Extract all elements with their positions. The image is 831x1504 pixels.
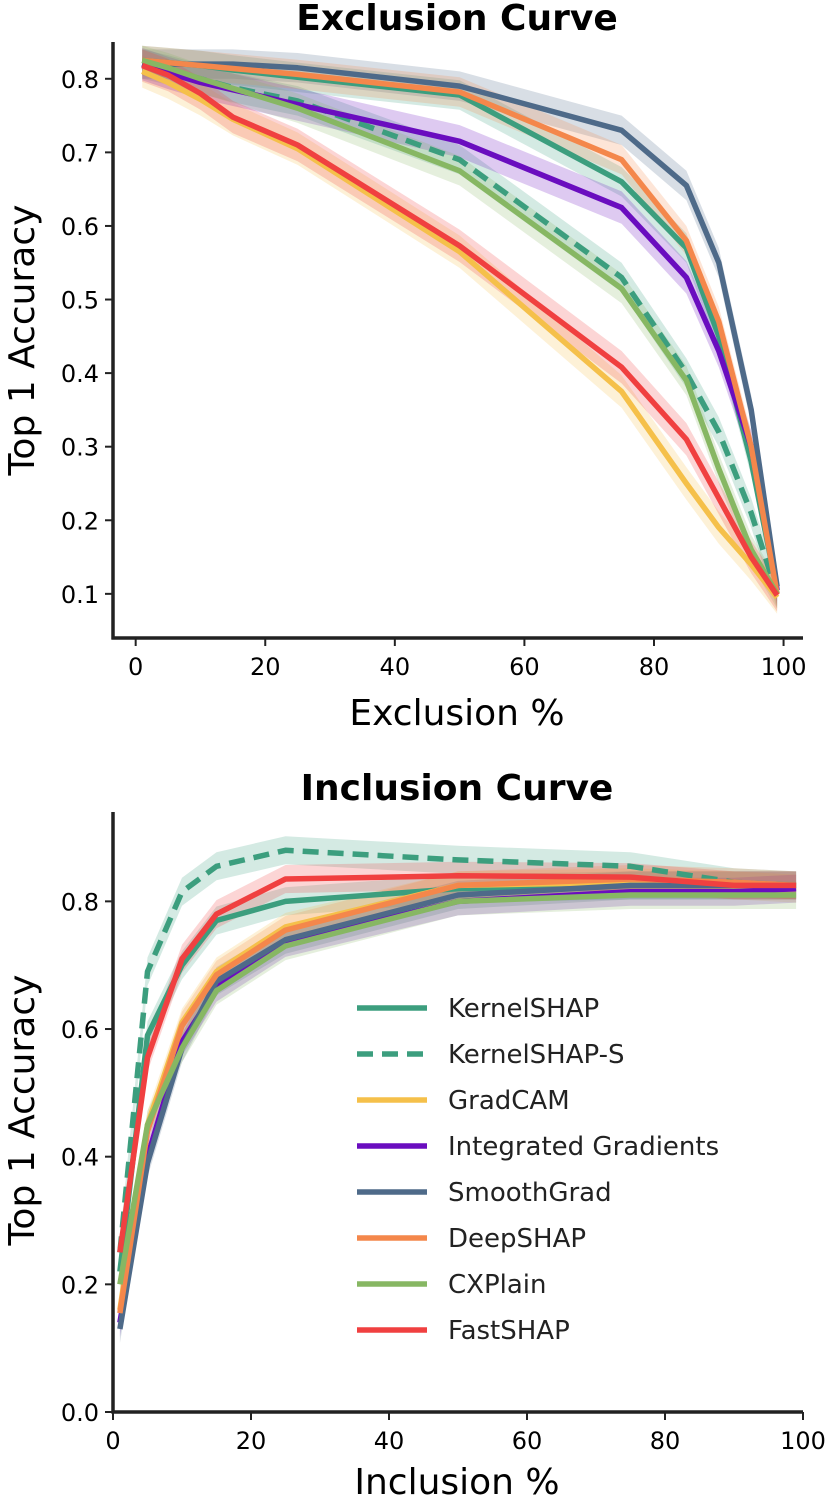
inclusion-line-kernelshap (117, 882, 797, 1272)
exclusion-y-tick-label: 0.3 (61, 434, 99, 462)
inclusion-line-smoothgrad (117, 882, 797, 1330)
exclusion-y-tick-label: 0.1 (61, 581, 99, 609)
exclusion-band-gradcam (142, 55, 778, 614)
inclusion-x-axis-label: Inclusion % (354, 1462, 559, 1503)
inclusion-x-tick-label: 20 (236, 1427, 267, 1455)
exclusion-y-axis-label: Top 1 Accuracy (2, 205, 43, 477)
inclusion-y-tick-label: 0.2 (61, 1271, 99, 1299)
inclusion-y-tick-label: 0.0 (61, 1399, 99, 1427)
inclusion-y-tick-label: 0.8 (61, 888, 99, 916)
legend-label-gradcam: GradCAM (448, 1086, 570, 1116)
legend-label-smoothgrad: SmoothGrad (448, 1178, 612, 1208)
exclusion-chart-title: Exclusion Curve (296, 0, 617, 39)
inclusion-x-tick-label: 60 (512, 1427, 543, 1455)
inclusion-y-axis-label: Top 1 Accuracy (2, 975, 43, 1247)
exclusion-line-kernelshap-s (141, 61, 780, 595)
exclusion-bands (142, 45, 778, 614)
legend-item-kernelshap-s: KernelSHAP-S (357, 1040, 625, 1070)
exclusion-lines (141, 57, 780, 600)
legend-item-smoothgrad: SmoothGrad (357, 1178, 612, 1208)
exclusion-line-deepshap (141, 57, 780, 595)
legend-item-deepshap: DeepSHAP (357, 1224, 586, 1254)
exclusion-line-gradcam (141, 68, 780, 600)
inclusion-line-kernelshap-s (117, 847, 797, 1253)
exclusion-band-kernelshap (142, 45, 778, 605)
legend-item-gradcam: GradCAM (357, 1086, 570, 1116)
inclusion-x-tick-label: 40 (374, 1427, 405, 1455)
exclusion-y-tick-label: 0.4 (61, 360, 99, 388)
exclusion-y-tick-label: 0.5 (61, 287, 99, 315)
inclusion-x-tick-label: 100 (780, 1427, 826, 1455)
exclusion-chart: Exclusion Curve 0 20 40 60 80 100 0.1 0.2 0.3 0.4… (2, 0, 806, 734)
inclusion-chart: Inclusion Curve 0 20 40 60 80 100 0.0 0.2 0.4 0.6… (2, 768, 826, 1503)
exclusion-line-fastshap (141, 62, 780, 597)
inclusion-chart-title: Inclusion Curve (301, 768, 614, 809)
exclusion-y-tick-label: 0.7 (61, 139, 99, 167)
inclusion-line-cxplain (117, 892, 797, 1285)
legend-label-deepshap: DeepSHAP (448, 1224, 586, 1254)
exclusion-y-tick-label: 0.6 (61, 213, 99, 241)
inclusion-y-tick-label: 0.6 (61, 1016, 99, 1044)
inclusion-axes: 0 20 40 60 80 100 0.0 0.2 0.4 0.6 0.8 (61, 812, 826, 1455)
legend-label-fastshap: FastSHAP (448, 1316, 570, 1346)
legend: KernelSHAP KernelSHAP-S GradCAM Integrated … (357, 994, 719, 1346)
exclusion-x-axis-label: Exclusion % (349, 693, 564, 734)
legend-label-integrated-gradients: Integrated Gradients (448, 1132, 719, 1162)
inclusion-y-tick-label: 0.4 (61, 1144, 99, 1172)
legend-label-kernelshap: KernelSHAP (448, 994, 599, 1024)
exclusion-x-tick-label: 80 (639, 653, 670, 681)
inclusion-x-tick-label: 80 (650, 1427, 681, 1455)
exclusion-line-cxplain (141, 57, 780, 596)
inclusion-lines (117, 847, 797, 1330)
exclusion-x-tick-label: 60 (509, 653, 540, 681)
exclusion-x-tick-label: 100 (761, 653, 807, 681)
legend-item-kernelshap: KernelSHAP (357, 994, 599, 1024)
exclusion-x-tick-label: 20 (250, 653, 281, 681)
legend-item-integrated-gradients: Integrated Gradients (357, 1132, 719, 1162)
exclusion-x-tick-label: 0 (128, 653, 143, 681)
exclusion-y-tick-label: 0.2 (61, 507, 99, 535)
legend-item-fastshap: FastSHAP (357, 1316, 570, 1346)
legend-label-cxplain: CXPlain (448, 1270, 547, 1300)
legend-label-kernelshap-s: KernelSHAP-S (448, 1040, 625, 1070)
exclusion-line-integrated-gradients (141, 61, 780, 591)
exclusion-y-tick-label: 0.8 (61, 66, 99, 94)
exclusion-axes: 0 20 40 60 80 100 0.1 0.2 0.3 0.4 0.5 0.6 0.7 0.8 (61, 42, 807, 681)
inclusion-line-fastshap (117, 873, 797, 1253)
legend-item-cxplain: CXPlain (357, 1270, 547, 1300)
inclusion-x-tick-label: 0 (105, 1427, 120, 1455)
exclusion-x-tick-label: 40 (380, 653, 411, 681)
